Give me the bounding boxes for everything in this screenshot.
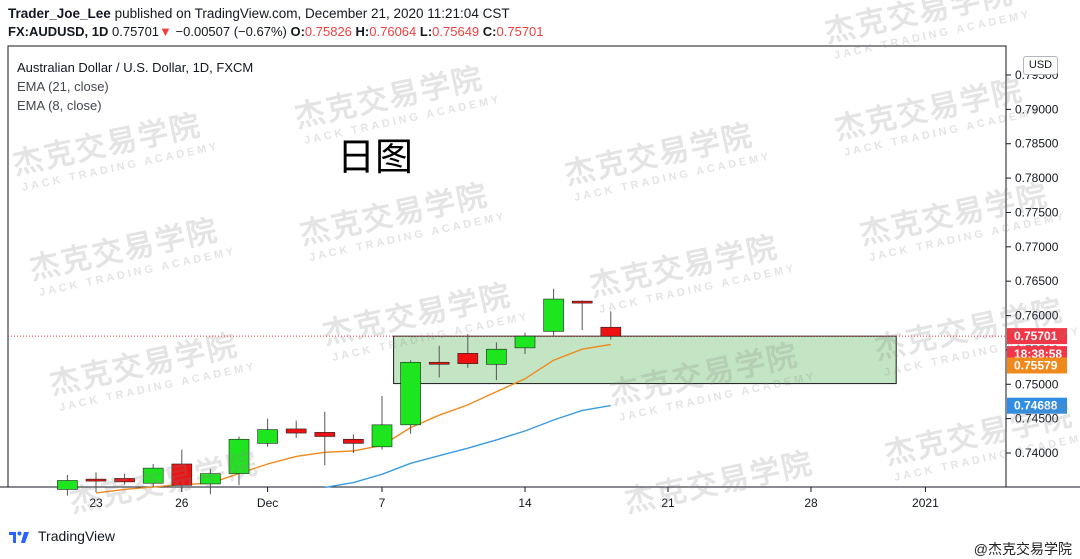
indicator-legend: Australian Dollar / U.S. Dollar, 1D, FXC… xyxy=(17,58,253,115)
chart-annotation: 日图 xyxy=(337,135,414,179)
publish-text: published on TradingView.com, December 2… xyxy=(114,6,510,21)
last-price-tag-bg xyxy=(1007,328,1067,345)
x-tick-label: 26 xyxy=(175,496,189,510)
candle-down xyxy=(85,478,107,482)
x-tick-label: 14 xyxy=(518,496,532,510)
currency-button[interactable]: USD xyxy=(1023,56,1058,75)
y-tick-label: 0.76000 xyxy=(1015,309,1059,323)
ema21-tag: 0.74688 xyxy=(1014,399,1058,413)
tradingview-logo-icon xyxy=(9,531,29,543)
candle-up xyxy=(200,473,221,485)
y-tick-label: 0.74000 xyxy=(1015,446,1059,460)
x-tick-label: Dec xyxy=(257,496,278,510)
publish-info: Trader_Joe_Lee published on TradingView.… xyxy=(8,6,510,21)
ema21-line xyxy=(324,404,611,489)
candle-down xyxy=(571,300,593,304)
candle-down xyxy=(171,463,193,486)
candle-down xyxy=(285,428,307,434)
y-tick-label: 0.78500 xyxy=(1015,137,1059,151)
author-name[interactable]: Trader_Joe_Lee xyxy=(8,6,111,21)
candle-up xyxy=(228,438,250,474)
close-value: 0.75701 xyxy=(496,24,544,39)
high-label: H: xyxy=(355,24,370,39)
candle-up xyxy=(514,335,536,349)
last-price-tag: 0.75701 xyxy=(1014,329,1058,343)
x-tick-label: 23 xyxy=(89,496,103,510)
x-tick-label: 28 xyxy=(804,496,818,510)
author-credit: @杰克交易学院 xyxy=(973,541,1072,557)
candle-down xyxy=(343,438,364,444)
down-arrow-icon: ▼ xyxy=(159,24,172,39)
legend-ema8[interactable]: EMA (8, close) xyxy=(17,98,102,113)
candle-down xyxy=(457,353,479,364)
candle-up xyxy=(257,429,278,444)
y-tick-label: 0.76500 xyxy=(1015,274,1059,288)
open-label: O: xyxy=(290,24,305,39)
ema8-tag: 0.75579 xyxy=(1014,358,1058,372)
candle-up xyxy=(486,348,507,365)
brand-name: TradingView xyxy=(38,528,116,544)
last-price: 0.75701 xyxy=(112,24,160,39)
high-value: 0.76064 xyxy=(369,24,417,39)
candle-up xyxy=(400,361,421,426)
candle-up xyxy=(142,467,164,484)
candle-up xyxy=(371,424,393,448)
y-tick-label: 0.78000 xyxy=(1015,171,1059,185)
x-tick-label: 2021 xyxy=(912,496,939,510)
y-tick-label: 0.77000 xyxy=(1015,240,1059,254)
ema21-tag-bg xyxy=(1007,397,1067,414)
candle-down xyxy=(114,478,135,483)
candle-down xyxy=(600,326,622,337)
change-value: −0.00507 (−0.67%) xyxy=(175,24,287,39)
low-label: L: xyxy=(419,24,433,39)
legend-main-series[interactable]: Australian Dollar / U.S. Dollar, 1D, FXC… xyxy=(17,60,254,75)
candle-down xyxy=(314,432,336,437)
candle-up xyxy=(57,480,78,490)
y-tick-label: 0.74500 xyxy=(1015,412,1059,426)
candle-down xyxy=(428,361,450,365)
y-tick-label: 0.79000 xyxy=(1015,102,1059,116)
low-value: 0.75649 xyxy=(432,24,480,39)
ohlc-bar: FX:AUDUSD, 1D 0.75701▼ −0.00507 (−0.67%)… xyxy=(8,24,544,39)
close-label: C: xyxy=(482,24,497,39)
symbol-label[interactable]: FX:AUDUSD, 1D xyxy=(8,24,109,39)
footer-brand[interactable]: TradingView xyxy=(8,528,115,544)
x-tick-label: 7 xyxy=(379,496,386,510)
y-tick-label: 0.75000 xyxy=(1015,377,1059,391)
ema8-tag-bg xyxy=(1007,357,1067,374)
legend-ema21[interactable]: EMA (21, close) xyxy=(17,79,109,94)
open-value: 0.75826 xyxy=(304,24,352,39)
y-tick-label: 0.77500 xyxy=(1015,205,1059,219)
candle-up xyxy=(543,298,564,332)
x-tick-label: 21 xyxy=(661,496,675,510)
